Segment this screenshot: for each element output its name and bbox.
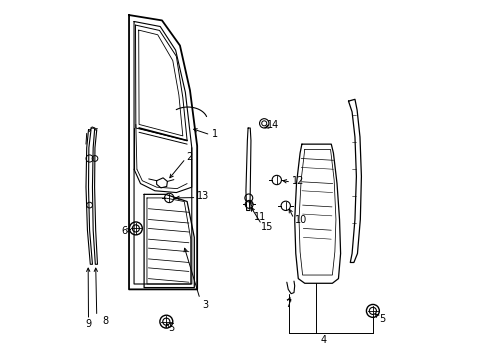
Text: 1: 1 (211, 129, 217, 139)
Text: 4: 4 (320, 334, 326, 345)
Text: 8: 8 (102, 316, 108, 325)
Text: 9: 9 (85, 319, 91, 329)
Text: 2: 2 (186, 152, 192, 162)
Text: 6: 6 (122, 226, 128, 236)
Text: 14: 14 (267, 121, 279, 130)
Text: 15: 15 (261, 222, 273, 231)
Text: 3: 3 (202, 300, 208, 310)
Text: 5: 5 (168, 323, 174, 333)
Text: 13: 13 (197, 191, 209, 201)
Text: 10: 10 (294, 215, 306, 225)
Text: 7: 7 (285, 299, 291, 309)
Text: 5: 5 (379, 314, 385, 324)
Text: 12: 12 (291, 176, 304, 186)
Text: 11: 11 (254, 212, 266, 221)
